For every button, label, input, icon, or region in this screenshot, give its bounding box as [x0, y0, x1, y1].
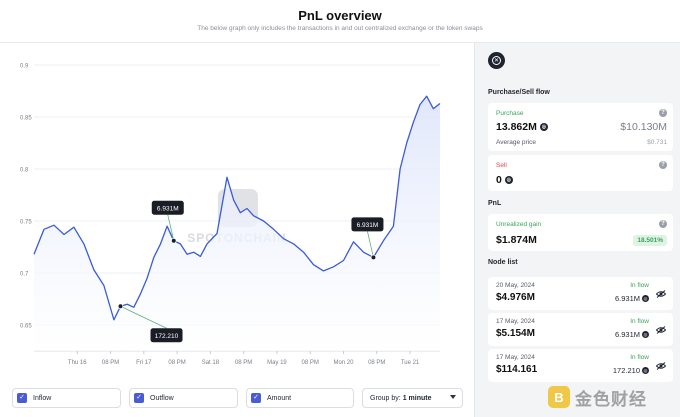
eye-off-icon[interactable] [656, 326, 666, 334]
x-tick-label: 08 PM [168, 360, 185, 366]
annotation-marker [117, 303, 124, 310]
annotation-label: 172.210 [155, 333, 179, 340]
node-row[interactable]: 17 May, 2024 $114.161 In flow 172.210 ◎ [488, 349, 673, 382]
page-header: PnL overview The below graph only includ… [0, 0, 680, 42]
chart-area: 0.65 0.7 0.75 0.8 0.85 0.9 Thu 16 08 PM Fri 17 08… [0, 43, 473, 417]
x-tick-label: Fri 17 [136, 360, 152, 366]
help-icon[interactable]: ? [659, 109, 667, 117]
node-direction: In flow [630, 318, 649, 325]
annotation-marker [370, 254, 377, 261]
sell-amount: 0 ◎ [496, 174, 513, 186]
x-tick-label: 08 PM [302, 360, 319, 366]
x-tick-label: Mon 20 [333, 360, 354, 366]
node-row[interactable]: 17 May, 2024 $5.154M In flow 6.931M ◎ [488, 313, 673, 346]
pnl-title: PnL [488, 200, 502, 207]
node-list-title: Node list [488, 259, 518, 266]
y-tick-label: 0.7 [20, 272, 29, 278]
node-usd: $114.161 [496, 364, 538, 375]
amount-checkbox[interactable]: ✓ [251, 393, 261, 403]
annotation-label: 6.931M [357, 222, 379, 229]
node-direction: In flow [630, 354, 649, 361]
outflow-toggle[interactable]: ✓ Outflow [129, 388, 238, 408]
annotation-label: 6.931M [157, 205, 179, 212]
annotation-connector [120, 305, 167, 329]
purchase-label: Purchase [496, 110, 524, 117]
unrealized-value: $1.874M [496, 234, 537, 246]
unrealized-pct-badge: 18.501% [633, 235, 667, 246]
token-icon: ◎ [642, 295, 649, 302]
x-tick-label: May 19 [267, 360, 287, 366]
y-tick-label: 0.75 [20, 220, 32, 226]
y-tick-label: 0.8 [20, 168, 29, 174]
eye-off-icon[interactable] [656, 290, 666, 298]
sell-label: Sell [496, 162, 507, 169]
x-tick-label: 08 PM [102, 360, 119, 366]
watermark-text: 金色财经 [575, 389, 647, 409]
x-tick-label: 08 PM [235, 360, 252, 366]
node-usd: $4.976M [496, 292, 535, 303]
node-date: 20 May, 2024 [496, 282, 535, 289]
node-date: 17 May, 2024 [496, 318, 535, 325]
purchase-usd: $10.130M [620, 121, 667, 133]
chart-controls: ✓ Inflow ✓ Outflow ✓ Amount Group by: 1 … [0, 388, 473, 410]
annotation-tooltip [151, 200, 184, 215]
close-icon: ✕ [492, 56, 501, 65]
sell-card: Sell ? 0 ◎ [488, 155, 673, 191]
help-icon[interactable]: ? [659, 161, 667, 169]
y-tick-label: 0.85 [20, 116, 32, 122]
node-amount: 6.931M ◎ [614, 330, 649, 339]
help-icon[interactable]: ? [659, 220, 667, 228]
node-direction: In flow [630, 282, 649, 289]
token-icon: ◎ [642, 331, 649, 338]
unrealized-label: Unrealized gain [496, 221, 542, 228]
annotation-connector [167, 214, 175, 241]
purchase-card: Purchase ? 13.862M ◎ $10.130M Average pri… [488, 103, 673, 151]
annotation-connector [367, 231, 374, 258]
x-tick-label: 08 PM [368, 360, 385, 366]
token-icon: ◎ [642, 367, 649, 374]
avg-price-value: $0.731 [647, 139, 667, 146]
token-icon: ◎ [539, 123, 548, 131]
avg-price-label: Average price [496, 139, 536, 146]
token-icon: ◎ [504, 176, 513, 184]
y-tick-label: 0.9 [20, 64, 29, 70]
page-title: PnL overview [298, 8, 382, 23]
inflow-label: Inflow [33, 394, 52, 402]
header-divider [0, 42, 680, 43]
x-tick-label: Thu 16 [68, 360, 87, 366]
group-by-prefix: Group by: [370, 394, 401, 402]
chevron-down-icon [450, 395, 456, 399]
purchase-amount: 13.862M ◎ [496, 121, 548, 133]
amount-toggle[interactable]: ✓ Amount [246, 388, 354, 408]
amount-label: Amount [267, 394, 292, 402]
node-amount: 172.210 ◎ [612, 366, 649, 375]
outflow-label: Outflow [150, 394, 174, 402]
close-button[interactable]: ✕ [488, 52, 505, 69]
x-tick-label: Sat 18 [202, 360, 220, 366]
node-row[interactable]: 20 May, 2024 $4.976M In flow 6.931M ◎ [488, 277, 673, 310]
annotation-tooltip [351, 217, 384, 232]
price-line [33, 95, 441, 321]
side-panel: ✕ Purchase/Sell flow Purchase ? 13.862M ◎… [474, 43, 680, 417]
inflow-toggle[interactable]: ✓ Inflow [12, 388, 121, 408]
eye-off-icon[interactable] [656, 362, 666, 370]
outflow-checkbox[interactable]: ✓ [134, 393, 144, 403]
inflow-checkbox[interactable]: ✓ [17, 393, 27, 403]
x-tick-label: Tue 21 [401, 360, 420, 366]
y-tick-label: 0.65 [20, 324, 32, 330]
annotation-tooltip [150, 328, 183, 343]
watermark: B 金色财经 [548, 382, 676, 412]
annotation-marker [170, 237, 177, 244]
pnl-chart[interactable]: 0.65 0.7 0.75 0.8 0.85 0.9 Thu 16 08 PM Fri 17 08… [0, 43, 473, 383]
group-by-value: 1 minute [402, 394, 432, 402]
page-subtitle: The below graph only includes the transa… [197, 25, 483, 32]
node-date: 17 May, 2024 [496, 354, 535, 361]
group-by-select[interactable]: Group by: 1 minute [362, 388, 463, 408]
unrealized-card: Unrealized gain ? $1.874M 18.501% [488, 214, 673, 251]
watermark-logo: B [548, 386, 570, 408]
price-area [34, 96, 440, 351]
node-amount: 6.931M ◎ [614, 294, 649, 303]
purchase-sell-title: Purchase/Sell flow [488, 89, 550, 96]
node-usd: $5.154M [496, 328, 535, 339]
